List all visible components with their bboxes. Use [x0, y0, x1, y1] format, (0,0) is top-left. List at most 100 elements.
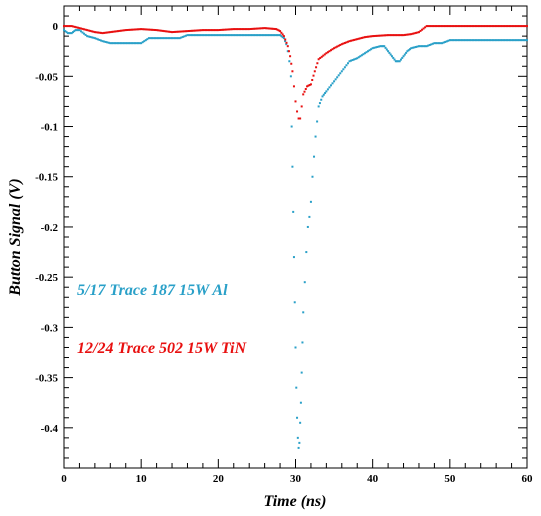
data-point [87, 35, 90, 38]
data-point [200, 29, 203, 32]
data-point [211, 34, 214, 37]
data-point [137, 42, 140, 45]
data-point [242, 28, 245, 31]
data-point [398, 60, 401, 63]
data-point [270, 27, 273, 30]
data-point [482, 25, 485, 28]
data-point [302, 311, 305, 314]
data-point [501, 25, 504, 28]
data-point [268, 34, 271, 37]
data-point [438, 42, 441, 45]
data-point [522, 25, 525, 28]
data-point [353, 58, 356, 61]
data-point [181, 35, 184, 38]
data-point [143, 28, 146, 31]
data-point [81, 27, 84, 30]
data-point [470, 39, 473, 42]
series-points [63, 25, 528, 449]
data-point [370, 48, 373, 51]
data-point [336, 45, 339, 48]
data-point [346, 40, 349, 43]
data-point [90, 36, 93, 39]
data-point [161, 37, 164, 40]
data-point [467, 39, 470, 42]
data-point [240, 34, 243, 37]
data-point [393, 58, 396, 61]
data-point [498, 25, 501, 28]
data-point [428, 25, 431, 28]
data-point [447, 39, 450, 42]
data-point [488, 25, 491, 28]
data-point [416, 31, 419, 34]
data-point [505, 25, 508, 28]
data-point [167, 37, 170, 40]
data-point [172, 37, 175, 40]
data-point [195, 34, 198, 37]
data-point [118, 42, 121, 45]
data-point [194, 34, 197, 37]
data-point [276, 28, 279, 31]
data-point [215, 34, 218, 37]
data-point [324, 92, 327, 95]
data-point [343, 41, 346, 44]
data-point [161, 29, 164, 32]
data-point [388, 51, 391, 54]
data-point [220, 28, 223, 31]
data-point [141, 41, 144, 44]
data-point [206, 34, 209, 37]
data-point [499, 39, 502, 42]
data-point [86, 35, 89, 38]
data-point [226, 28, 229, 31]
data-point [295, 386, 298, 389]
data-point [73, 25, 76, 28]
data-point [479, 39, 482, 42]
data-point [410, 47, 413, 50]
data-point [214, 29, 217, 32]
data-point [66, 25, 69, 28]
data-point [209, 29, 212, 32]
data-point [515, 39, 518, 42]
data-point [296, 110, 299, 113]
data-point [231, 28, 234, 31]
y-tick-label: -0.4 [41, 423, 59, 435]
data-point [417, 45, 420, 48]
data-point [229, 28, 232, 31]
x-tick-label: 60 [522, 473, 534, 485]
data-point [428, 43, 431, 46]
data-point [178, 37, 181, 40]
data-point [138, 42, 141, 45]
data-point [368, 49, 371, 52]
data-point [461, 39, 464, 42]
data-point [84, 28, 87, 31]
y-tick-label: -0.05 [35, 71, 58, 83]
data-point [320, 55, 323, 58]
data-point [465, 39, 468, 42]
data-point [495, 25, 498, 28]
data-point [135, 28, 138, 31]
data-point [144, 39, 147, 42]
data-point [249, 34, 252, 37]
data-point [305, 251, 308, 254]
data-point [292, 210, 295, 213]
data-point [104, 31, 107, 34]
data-point [231, 34, 234, 37]
data-point [414, 31, 417, 34]
data-point [478, 25, 481, 28]
data-point [461, 25, 464, 28]
data-point [117, 30, 120, 33]
data-point [201, 34, 204, 37]
data-point [206, 29, 209, 32]
data-point [129, 28, 132, 31]
data-point [526, 39, 528, 42]
data-point [333, 80, 336, 83]
data-point [266, 27, 269, 30]
data-point [169, 30, 172, 33]
data-point [438, 25, 441, 28]
data-point [274, 34, 277, 37]
data-point [164, 30, 167, 33]
data-point [417, 31, 420, 34]
data-point [512, 39, 515, 42]
data-point [337, 44, 340, 47]
data-point [164, 37, 167, 40]
data-point [223, 34, 226, 37]
